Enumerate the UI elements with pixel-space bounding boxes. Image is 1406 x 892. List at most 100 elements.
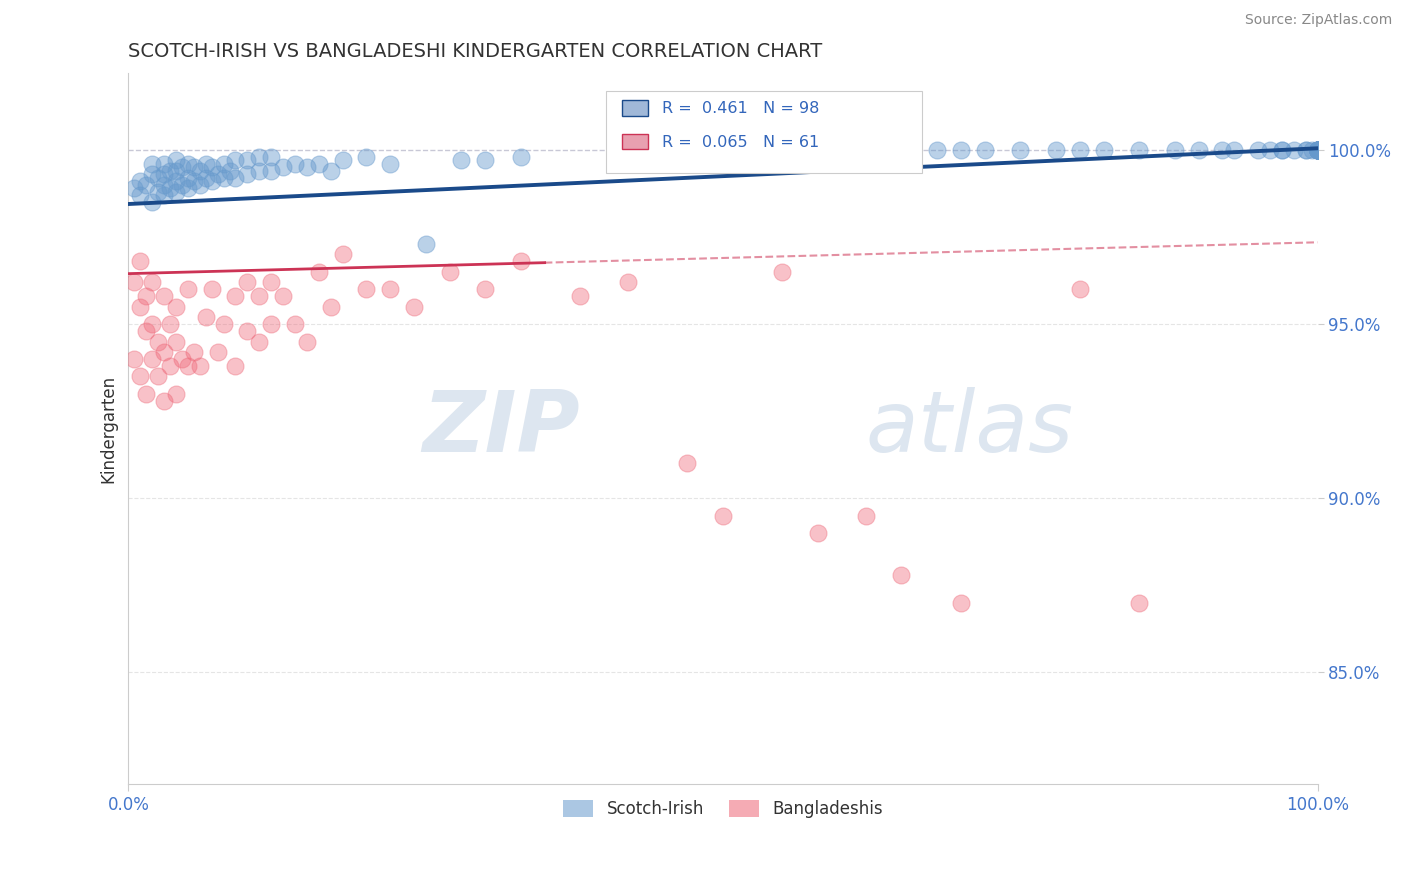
- Point: [1247, 143, 1270, 157]
- Point: [224, 153, 246, 168]
- Point: [1306, 143, 1329, 157]
- Point: [141, 195, 163, 210]
- Point: [124, 351, 146, 366]
- Point: [772, 143, 794, 157]
- Point: [319, 164, 342, 178]
- Point: [1045, 143, 1067, 157]
- Point: [295, 161, 318, 175]
- Point: [165, 185, 187, 199]
- Point: [509, 150, 531, 164]
- Point: [332, 247, 354, 261]
- Point: [1092, 143, 1115, 157]
- Point: [218, 164, 240, 178]
- Point: [236, 168, 259, 182]
- Point: [135, 386, 157, 401]
- Point: [356, 150, 378, 164]
- Point: [949, 143, 972, 157]
- Point: [135, 178, 157, 192]
- Point: [1164, 143, 1187, 157]
- Point: [1306, 143, 1329, 157]
- Point: [260, 164, 283, 178]
- Point: [141, 157, 163, 171]
- Point: [1128, 596, 1150, 610]
- Point: [194, 157, 217, 171]
- Point: [165, 300, 187, 314]
- Point: [124, 276, 146, 290]
- Point: [1306, 143, 1329, 157]
- Point: [711, 508, 734, 523]
- Point: [148, 334, 170, 349]
- Point: [188, 164, 211, 178]
- Point: [177, 170, 200, 185]
- Point: [212, 170, 235, 185]
- Point: [1295, 143, 1317, 157]
- Point: [135, 289, 157, 303]
- Point: [295, 334, 318, 349]
- Point: [474, 282, 496, 296]
- Point: [450, 153, 472, 168]
- Point: [236, 276, 259, 290]
- Point: [183, 345, 205, 359]
- Point: [1010, 143, 1032, 157]
- Point: [676, 457, 699, 471]
- Text: atlas: atlas: [866, 387, 1074, 470]
- Point: [153, 345, 176, 359]
- Point: [284, 317, 307, 331]
- Point: [212, 157, 235, 171]
- Point: [141, 168, 163, 182]
- Point: [159, 181, 181, 195]
- Point: [177, 181, 200, 195]
- Point: [236, 153, 259, 168]
- Point: [170, 178, 193, 192]
- Point: [772, 265, 794, 279]
- Point: [201, 161, 224, 175]
- Text: R =  0.065   N = 61: R = 0.065 N = 61: [662, 135, 820, 150]
- Point: [1306, 143, 1329, 157]
- Point: [807, 526, 830, 541]
- Point: [165, 386, 187, 401]
- Point: [148, 185, 170, 199]
- Point: [378, 282, 401, 296]
- Point: [188, 359, 211, 373]
- Point: [284, 157, 307, 171]
- Point: [973, 143, 995, 157]
- Point: [949, 596, 972, 610]
- Point: [415, 237, 437, 252]
- Point: [569, 289, 592, 303]
- Point: [1188, 143, 1211, 157]
- Point: [159, 317, 181, 331]
- Point: [1306, 143, 1329, 157]
- Point: [1069, 282, 1091, 296]
- Point: [319, 300, 342, 314]
- Point: [177, 359, 200, 373]
- Point: [129, 174, 152, 188]
- Point: [135, 324, 157, 338]
- Point: [890, 143, 912, 157]
- Point: [1306, 143, 1329, 157]
- Point: [141, 276, 163, 290]
- Text: R =  0.461   N = 98: R = 0.461 N = 98: [662, 101, 820, 116]
- Point: [439, 265, 461, 279]
- Point: [1306, 143, 1329, 157]
- Point: [866, 143, 889, 157]
- Point: [509, 254, 531, 268]
- Point: [153, 188, 176, 202]
- Point: [1271, 143, 1294, 157]
- Point: [890, 567, 912, 582]
- Point: [1258, 143, 1281, 157]
- Point: [1306, 143, 1329, 157]
- Point: [153, 168, 176, 182]
- Point: [148, 369, 170, 384]
- Point: [247, 334, 270, 349]
- Point: [831, 143, 853, 157]
- Point: [1306, 143, 1329, 157]
- Point: [356, 282, 378, 296]
- Point: [124, 181, 146, 195]
- Point: [224, 170, 246, 185]
- Point: [1211, 143, 1233, 157]
- Point: [170, 161, 193, 175]
- Point: [925, 143, 948, 157]
- Point: [153, 393, 176, 408]
- Text: SCOTCH-IRISH VS BANGLADESHI KINDERGARTEN CORRELATION CHART: SCOTCH-IRISH VS BANGLADESHI KINDERGARTEN…: [128, 42, 823, 61]
- Point: [308, 157, 330, 171]
